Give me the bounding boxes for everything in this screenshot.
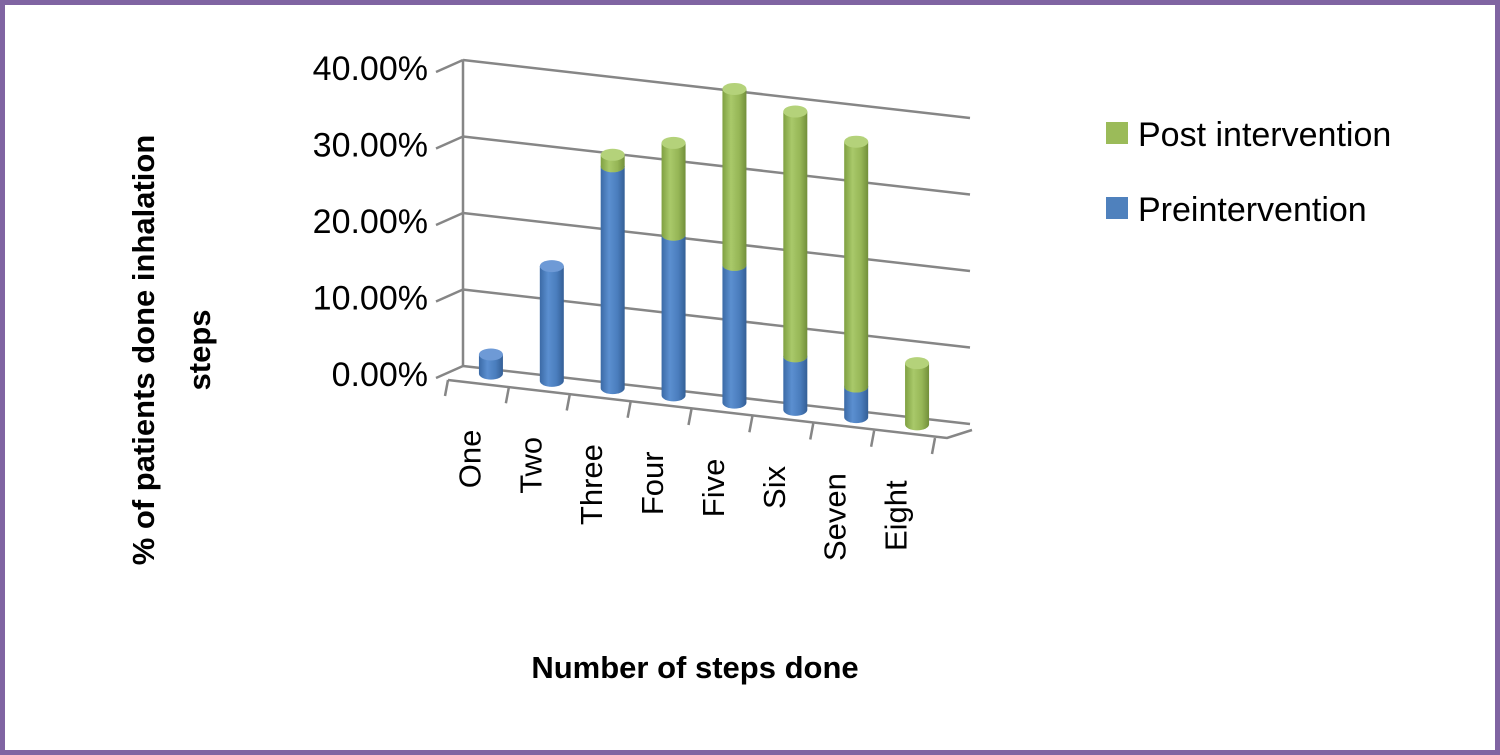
gridline-30-00 bbox=[462, 135, 971, 196]
x-tick-label-five: Five bbox=[696, 459, 731, 518]
x-tick-label-one: One bbox=[452, 430, 487, 489]
y-tick-labels: 0.00% 10.00% 20.00% 30.00% 40.00% bbox=[313, 50, 428, 394]
y-tick-label: 20.00% bbox=[313, 203, 428, 241]
y-tick-label: 0.00% bbox=[332, 356, 428, 394]
y-tick-label: 40.00% bbox=[313, 50, 428, 88]
x-tick-mark bbox=[869, 430, 876, 447]
bar-four-preintervention bbox=[661, 228, 686, 402]
y-tick-mark bbox=[435, 288, 464, 303]
x-tick-mark bbox=[626, 401, 632, 418]
bar-three-post-intervention bbox=[600, 148, 625, 173]
x-tick-mark bbox=[565, 394, 571, 411]
chart-floor bbox=[443, 378, 973, 455]
bar-two-preintervention bbox=[539, 260, 564, 387]
y-tick-label: 30.00% bbox=[313, 127, 428, 165]
x-tick-label-four: Four bbox=[635, 451, 670, 515]
y-axis-title-line1: % of patients done inhalation bbox=[126, 135, 161, 566]
x-tick-label-three: Three bbox=[574, 444, 609, 525]
legend-swatch-post-intervention bbox=[1106, 122, 1128, 144]
gridline-20-00 bbox=[462, 211, 971, 273]
gridline-40-00 bbox=[462, 58, 971, 120]
bar-four-post-intervention bbox=[661, 136, 686, 241]
x-tick-mark bbox=[809, 423, 815, 440]
gridline-0-00 bbox=[462, 364, 971, 426]
x-tick-label-seven: Seven bbox=[818, 473, 853, 561]
x-tick-label-six: Six bbox=[757, 465, 792, 509]
legend: Post intervention Preintervention bbox=[1106, 116, 1391, 229]
gridline-10-00 bbox=[462, 288, 971, 349]
bar-seven-post-intervention bbox=[844, 135, 869, 393]
bar-five-preintervention bbox=[722, 258, 747, 409]
y-tick-label: 10.00% bbox=[313, 280, 428, 318]
legend-label-preintervention: Preintervention bbox=[1138, 191, 1367, 229]
gridlines bbox=[435, 58, 971, 426]
x-tick-mark bbox=[687, 408, 693, 426]
x-tick-label-two: Two bbox=[513, 437, 548, 494]
bar-one-preintervention bbox=[478, 348, 503, 380]
bar-eight-post-intervention bbox=[905, 357, 930, 431]
bar-six-post-intervention bbox=[783, 105, 808, 363]
legend-label-post-intervention: Post intervention bbox=[1138, 116, 1391, 154]
y-axis-title-line2: steps bbox=[182, 310, 217, 391]
x-tick-mark bbox=[504, 387, 511, 404]
legend-swatch-preintervention bbox=[1106, 197, 1128, 219]
bars bbox=[478, 82, 930, 431]
y-tick-mark bbox=[435, 364, 464, 380]
y-tick-mark bbox=[435, 211, 464, 227]
y-tick-mark bbox=[435, 135, 464, 150]
y-tick-mark bbox=[435, 58, 464, 74]
x-tick-labels: One Two Three Four Five Six Seven Eight bbox=[452, 430, 913, 561]
bar-five-post-intervention bbox=[722, 82, 747, 271]
bar-three-preintervention bbox=[600, 160, 625, 395]
x-tick-mark bbox=[443, 379, 450, 397]
x-tick-mark bbox=[748, 416, 754, 433]
x-tick-mark bbox=[930, 437, 937, 455]
x-tick-label-eight: Eight bbox=[879, 480, 914, 551]
x-axis-title: Number of steps done bbox=[531, 650, 858, 685]
floor-front-edge bbox=[447, 378, 973, 440]
